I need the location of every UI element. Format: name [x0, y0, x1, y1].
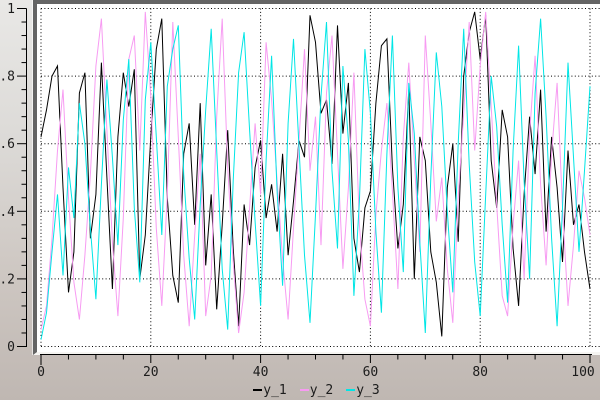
- series-line-y_2: [40, 11, 591, 334]
- x-tick-label: 60: [363, 365, 379, 380]
- legend-dash-y2-icon: [299, 389, 309, 391]
- y-tick-label: 0.4: [0, 205, 15, 220]
- x-tick-label: 100: [571, 365, 594, 380]
- x-tick-label: 20: [143, 365, 159, 380]
- y-tick-label: 0.8: [0, 70, 15, 85]
- legend-label-y1: y_1: [263, 382, 287, 398]
- series-line-y_3: [40, 18, 591, 340]
- legend-label-y3: y_3: [356, 382, 380, 398]
- y-tick-label: 0: [7, 340, 15, 355]
- legend-item-y3: y_3: [346, 382, 380, 398]
- legend: y_1 y_2 y_3: [33, 381, 600, 399]
- legend-item-y2: y_2: [299, 382, 334, 398]
- x-tick-label: 80: [472, 365, 488, 380]
- y-tick-label: 0.2: [0, 272, 15, 287]
- x-tick-label: 40: [253, 365, 269, 380]
- y-tick-label: 0.6: [0, 137, 15, 152]
- y-tick-label: 1: [7, 2, 15, 17]
- legend-dash-y1-icon: [253, 389, 263, 391]
- x-tick-label: 0: [37, 365, 45, 380]
- legend-dash-y3-icon: [346, 389, 356, 391]
- series-line-y_1: [40, 11, 591, 337]
- legend-label-y2: y_2: [309, 382, 334, 398]
- legend-item-y1: y_1: [253, 382, 287, 398]
